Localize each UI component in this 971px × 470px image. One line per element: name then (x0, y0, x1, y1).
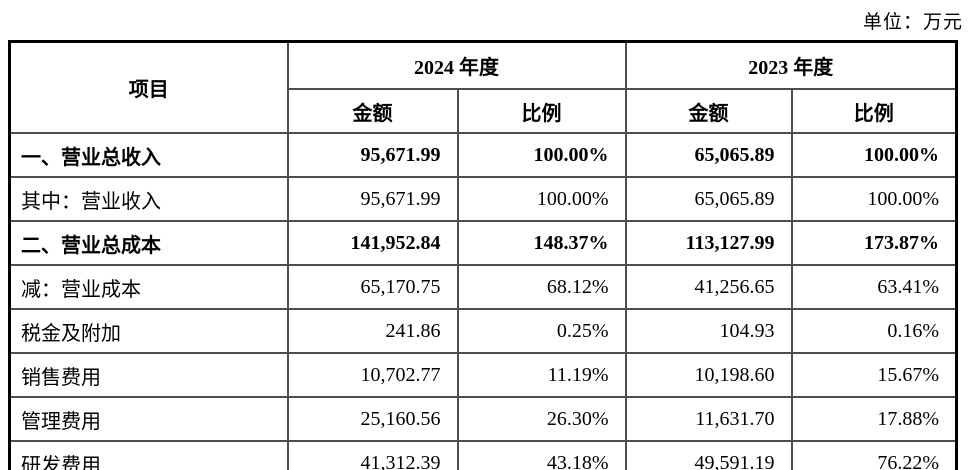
financial-table: 项目 2024 年度 2023 年度 金额 比例 金额 比例 一、营业总收入 9… (8, 40, 958, 470)
cell-amount-2024: 141,952.84 (286, 220, 459, 266)
cell-ratio-2024: 100.00% (456, 176, 627, 222)
cell-amount-2023: 10,198.60 (624, 352, 793, 398)
cell-ratio-2024: 43.18% (456, 440, 627, 470)
column-header-2023: 2023 年度 (624, 40, 958, 90)
cell-ratio-2023: 63.41% (790, 264, 958, 310)
cell-ratio-2023: 76.22% (790, 440, 958, 470)
cell-amount-2024: 65,170.75 (286, 264, 459, 310)
table-row: 减：营业成本 65,170.75 68.12% 41,256.65 63.41% (8, 264, 958, 310)
row-item-label: 税金及附加 (8, 308, 289, 354)
column-header-item: 项目 (8, 40, 289, 134)
cell-amount-2024: 241.86 (286, 308, 459, 354)
cell-amount-2024: 25,160.56 (286, 396, 459, 442)
cell-ratio-2024: 148.37% (456, 220, 627, 266)
table-row: 一、营业总收入 95,671.99 100.00% 65,065.89 100.… (8, 132, 958, 178)
row-item-label: 减：营业成本 (8, 264, 289, 310)
header-row-years: 项目 2024 年度 2023 年度 (8, 40, 958, 134)
column-header-ratio-2024: 比例 (456, 88, 627, 134)
header-row-metrics: 金额 比例 金额 比例 (10, 88, 958, 134)
cell-ratio-2024: 11.19% (456, 352, 627, 398)
table-row: 税金及附加 241.86 0.25% 104.93 0.16% (8, 308, 958, 354)
cell-amount-2024: 41,312.39 (286, 440, 459, 470)
table-row: 其中：营业收入 95,671.99 100.00% 65,065.89 100.… (8, 176, 958, 222)
cell-ratio-2024: 68.12% (456, 264, 627, 310)
cell-ratio-2023: 100.00% (790, 132, 958, 178)
table-row: 研发费用 41,312.39 43.18% 49,591.19 76.22% (8, 440, 958, 470)
row-item-label: 一、营业总收入 (8, 132, 289, 178)
table-row: 二、营业总成本 141,952.84 148.37% 113,127.99 17… (8, 220, 958, 266)
cell-amount-2023: 41,256.65 (624, 264, 793, 310)
row-item-label: 其中：营业收入 (8, 176, 289, 222)
cell-ratio-2024: 100.00% (456, 132, 627, 178)
cell-amount-2024: 95,671.99 (286, 176, 459, 222)
row-item-label: 销售费用 (8, 352, 289, 398)
column-header-ratio-2023: 比例 (790, 88, 958, 134)
cell-ratio-2024: 26.30% (456, 396, 627, 442)
row-item-label: 二、营业总成本 (8, 220, 289, 266)
cell-amount-2023: 65,065.89 (624, 176, 793, 222)
table-row: 管理费用 25,160.56 26.30% 11,631.70 17.88% (8, 396, 958, 442)
row-item-label: 管理费用 (8, 396, 289, 442)
column-header-amount-2024: 金额 (286, 88, 459, 134)
cell-ratio-2023: 100.00% (790, 176, 958, 222)
column-header-2024: 2024 年度 (286, 40, 627, 90)
cell-amount-2024: 95,671.99 (286, 132, 459, 178)
unit-label: 单位：万元 (862, 12, 963, 33)
table-row: 销售费用 10,702.77 11.19% 10,198.60 15.67% (8, 352, 958, 398)
cell-ratio-2023: 0.16% (790, 308, 958, 354)
cell-amount-2023: 11,631.70 (624, 396, 793, 442)
cell-ratio-2023: 15.67% (790, 352, 958, 398)
cell-ratio-2024: 0.25% (456, 308, 627, 354)
row-item-label: 研发费用 (8, 440, 289, 470)
cell-amount-2023: 104.93 (624, 308, 793, 354)
cell-ratio-2023: 17.88% (790, 396, 958, 442)
cell-amount-2023: 65,065.89 (624, 132, 793, 178)
cell-ratio-2023: 173.87% (790, 220, 958, 266)
cell-amount-2023: 49,591.19 (624, 440, 793, 470)
cell-amount-2024: 10,702.77 (286, 352, 459, 398)
cell-amount-2023: 113,127.99 (624, 220, 793, 266)
column-header-amount-2023: 金额 (624, 88, 793, 134)
